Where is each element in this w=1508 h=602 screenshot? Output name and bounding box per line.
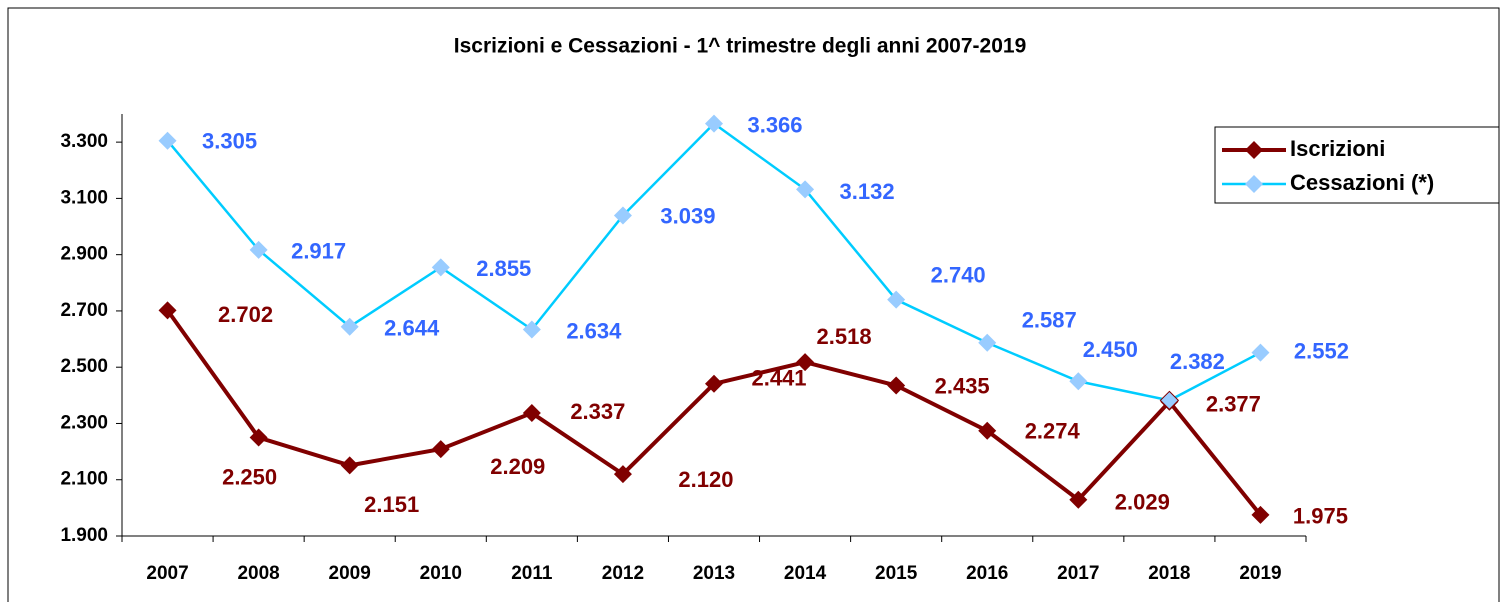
x-tick-label: 2017	[1057, 563, 1099, 584]
marker	[887, 376, 906, 395]
data-label: 2.634	[566, 318, 622, 343]
legend-label: Iscrizioni	[1290, 136, 1385, 161]
x-tick-label: 2012	[602, 563, 644, 584]
legend-marker	[1245, 175, 1263, 193]
x-tick-label: 2009	[329, 563, 371, 584]
x-tick-label: 2015	[875, 563, 918, 584]
marker	[1069, 490, 1088, 509]
data-label: 3.039	[660, 203, 715, 228]
y-tick-label: 2.900	[60, 244, 108, 265]
y-tick-label: 2.500	[60, 356, 108, 377]
data-label: 2.552	[1294, 338, 1349, 363]
data-label: 2.435	[935, 373, 990, 398]
marker	[978, 421, 997, 440]
marker	[1251, 505, 1270, 524]
data-label: 2.250	[222, 464, 277, 489]
data-label: 3.305	[202, 129, 257, 154]
data-label: 2.337	[570, 399, 625, 424]
y-tick-label: 3.300	[60, 131, 108, 152]
marker	[431, 258, 450, 277]
data-label: 3.132	[840, 179, 895, 204]
marker	[796, 180, 815, 199]
marker	[613, 465, 632, 484]
x-tick-label: 2016	[966, 563, 1008, 584]
x-tick-label: 2014	[784, 563, 827, 584]
x-tick-label: 2008	[237, 563, 279, 584]
y-tick-label: 1.900	[60, 525, 108, 546]
marker	[978, 333, 997, 352]
legend-box	[1214, 126, 1500, 204]
data-label: 2.587	[1022, 308, 1077, 333]
marker	[1069, 372, 1088, 391]
marker	[522, 320, 541, 339]
legend-marker	[1245, 141, 1263, 159]
marker	[340, 317, 359, 336]
x-tick-label: 2010	[420, 563, 462, 584]
data-label: 2.151	[364, 492, 419, 517]
marker	[158, 131, 177, 150]
data-label: 2.855	[476, 256, 531, 281]
x-tick-label: 2011	[511, 563, 553, 584]
data-label: 2.518	[817, 324, 872, 349]
data-label: 2.029	[1115, 490, 1170, 515]
marker	[249, 428, 268, 447]
y-tick-label: 2.100	[60, 469, 108, 490]
legend-label: Cessazioni (*)	[1290, 170, 1434, 195]
marker	[613, 206, 632, 225]
y-tick-label: 2.700	[60, 300, 108, 321]
data-label: 2.120	[678, 467, 733, 492]
data-label: 2.441	[751, 366, 806, 391]
marker	[887, 290, 906, 309]
marker	[705, 114, 723, 133]
y-tick-label: 3.100	[60, 187, 108, 208]
x-tick-label: 2013	[693, 563, 735, 584]
data-label: 2.702	[218, 302, 273, 327]
data-label: 2.377	[1206, 392, 1261, 417]
marker	[158, 301, 177, 320]
data-label: 2.917	[291, 239, 346, 264]
data-label: 2.450	[1083, 337, 1138, 362]
x-tick-label: 2018	[1148, 563, 1190, 584]
marker	[249, 240, 268, 259]
marker	[1251, 343, 1270, 362]
data-label: 2.274	[1025, 419, 1081, 444]
chart-title: Iscrizioni e Cessazioni - 1^ trimestre d…	[454, 35, 1027, 58]
marker	[431, 440, 450, 459]
x-tick-label: 2007	[146, 563, 188, 584]
data-label: 3.366	[747, 112, 802, 137]
data-label: 2.382	[1170, 349, 1225, 374]
marker	[796, 353, 815, 372]
data-label: 2.209	[490, 454, 545, 479]
x-tick-label: 2019	[1239, 563, 1281, 584]
y-tick-label: 2.300	[60, 412, 108, 433]
data-label: 2.644	[384, 316, 440, 341]
data-label: 2.740	[931, 262, 986, 287]
marker	[340, 456, 359, 475]
marker	[705, 374, 723, 393]
marker	[522, 404, 541, 423]
marker	[1159, 390, 1180, 411]
data-label: 1.975	[1293, 504, 1348, 529]
